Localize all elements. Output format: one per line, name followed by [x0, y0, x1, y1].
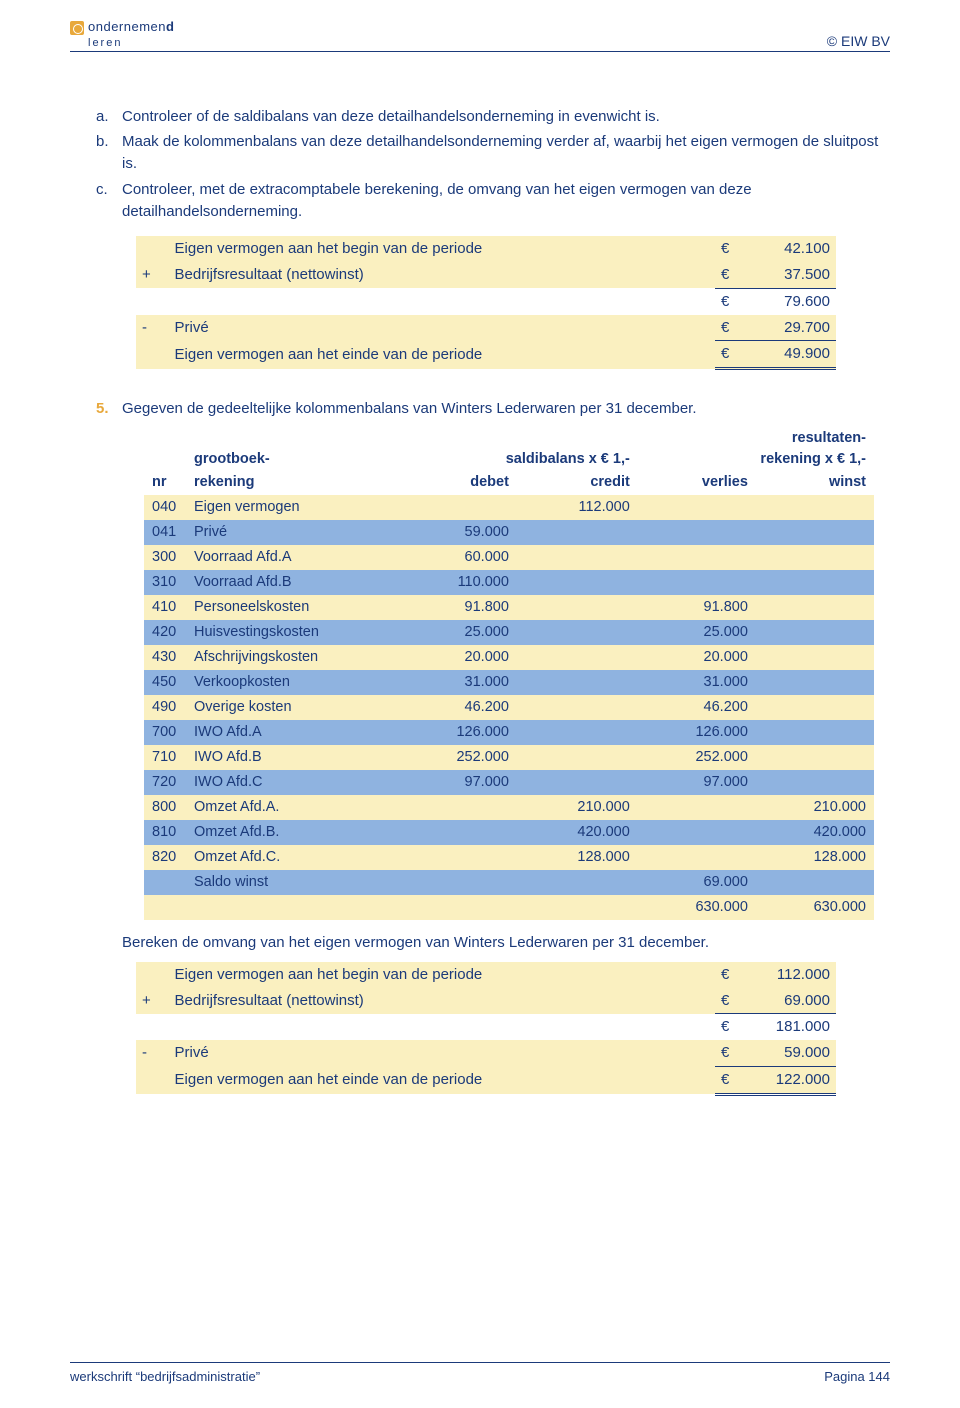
calc-row: Eigen vermogen aan het einde van de peri… — [136, 341, 836, 369]
logo-word-1: ondernemen — [88, 19, 166, 34]
logo-word-1-bold: d — [166, 19, 174, 34]
table-row: 820Omzet Afd.C.128.000128.000 — [144, 845, 874, 870]
intro-item: b.Maak de kolommenbalans van deze detail… — [122, 131, 890, 175]
hdr-saldi-top: saldibalans x € 1,- — [396, 426, 638, 470]
hdr-verlies: verlies — [638, 470, 756, 495]
logo-word-2: leren — [88, 37, 122, 49]
calc-row: -Privé€59.000 — [136, 1040, 836, 1066]
table-row: 810Omzet Afd.B.420.000420.000 — [144, 820, 874, 845]
calc-row: €79.600 — [136, 288, 836, 314]
header: ondernemend leren © EIW BV — [70, 20, 890, 52]
intro-list: a.Controleer of de saldibalans van deze … — [70, 106, 890, 223]
hdr-credit: credit — [517, 470, 638, 495]
intro-item: a.Controleer of de saldibalans van deze … — [122, 106, 890, 128]
intro-marker: c. — [96, 179, 108, 201]
footer: werkschrift bedrijfsadministratie Pagina… — [70, 1362, 890, 1384]
section-5: 5. Gegeven de gedeeltelijke kolommenbala… — [122, 398, 890, 1096]
section-5-after: Bereken de omvang van het eigen vermogen… — [122, 932, 890, 954]
intro-item: c.Controleer, met de extracomptabele ber… — [122, 179, 890, 223]
table-row: Saldo winst69.000 — [144, 870, 874, 895]
hdr-nr: nr — [144, 470, 186, 495]
table-row: 040Eigen vermogen112.000 — [144, 495, 874, 520]
logo-icon — [70, 21, 84, 35]
footer-right: Pagina 144 — [824, 1369, 890, 1384]
table-row: 450Verkoopkosten31.00031.000 — [144, 670, 874, 695]
copyright: © EIW BV — [827, 33, 890, 49]
table-row: 410Personeelskosten91.80091.800 — [144, 595, 874, 620]
table-row: 420Huisvestingskosten25.00025.000 — [144, 620, 874, 645]
calc-table-2: Eigen vermogen aan het begin van de peri… — [136, 962, 836, 1096]
calc-row: €181.000 — [136, 1014, 836, 1040]
content: a.Controleer of de saldibalans van deze … — [70, 56, 890, 1096]
hdr-debet: debet — [396, 470, 517, 495]
table-row: 630.000630.000 — [144, 895, 874, 920]
intro-marker: b. — [96, 131, 109, 153]
intro-marker: a. — [96, 106, 109, 128]
footer-left: werkschrift bedrijfsadministratie — [70, 1369, 260, 1384]
hdr-winst: winst — [756, 470, 874, 495]
calc-row: +Bedrijfsresultaat (nettowinst)€69.000 — [136, 988, 836, 1014]
table-row: 430Afschrijvingskosten20.00020.000 — [144, 645, 874, 670]
table-row: 490Overige kosten46.20046.200 — [144, 695, 874, 720]
kolommenbalans-table: grootboek- saldibalans x € 1,- resultate… — [144, 426, 874, 920]
calc-row: Eigen vermogen aan het begin van de peri… — [136, 962, 836, 988]
hdr-grootboek-bot: rekening — [186, 470, 396, 495]
table-row: 310Voorraad Afd.B110.000 — [144, 570, 874, 595]
hdr-resultaten-top: resultaten- — [792, 430, 866, 446]
hdr-resultaten-bot: rekening x € 1,- — [760, 451, 866, 467]
table-row: 720IWO Afd.C97.00097.000 — [144, 770, 874, 795]
section-5-lead: Gegeven de gedeeltelijke kolommenbalans … — [122, 400, 697, 417]
page: ondernemend leren © EIW BV a.Controleer … — [0, 0, 960, 1408]
section-5-number: 5. — [96, 398, 109, 420]
table-row: 800Omzet Afd.A.210.000210.000 — [144, 795, 874, 820]
table-row: 041Privé59.000 — [144, 520, 874, 545]
logo: ondernemend leren — [70, 20, 174, 49]
table-row: 700IWO Afd.A126.000126.000 — [144, 720, 874, 745]
table-row: 710IWO Afd.B252.000252.000 — [144, 745, 874, 770]
hdr-grootboek-top: grootboek- — [186, 426, 396, 470]
calc-row: Eigen vermogen aan het einde van de peri… — [136, 1066, 836, 1094]
calc-row: +Bedrijfsresultaat (nettowinst)€37.500 — [136, 262, 836, 288]
calc-row: Eigen vermogen aan het begin van de peri… — [136, 236, 836, 262]
table-row: 300Voorraad Afd.A60.000 — [144, 545, 874, 570]
calc-row: -Privé€29.700 — [136, 315, 836, 341]
calc-table-1: Eigen vermogen aan het begin van de peri… — [136, 236, 836, 370]
